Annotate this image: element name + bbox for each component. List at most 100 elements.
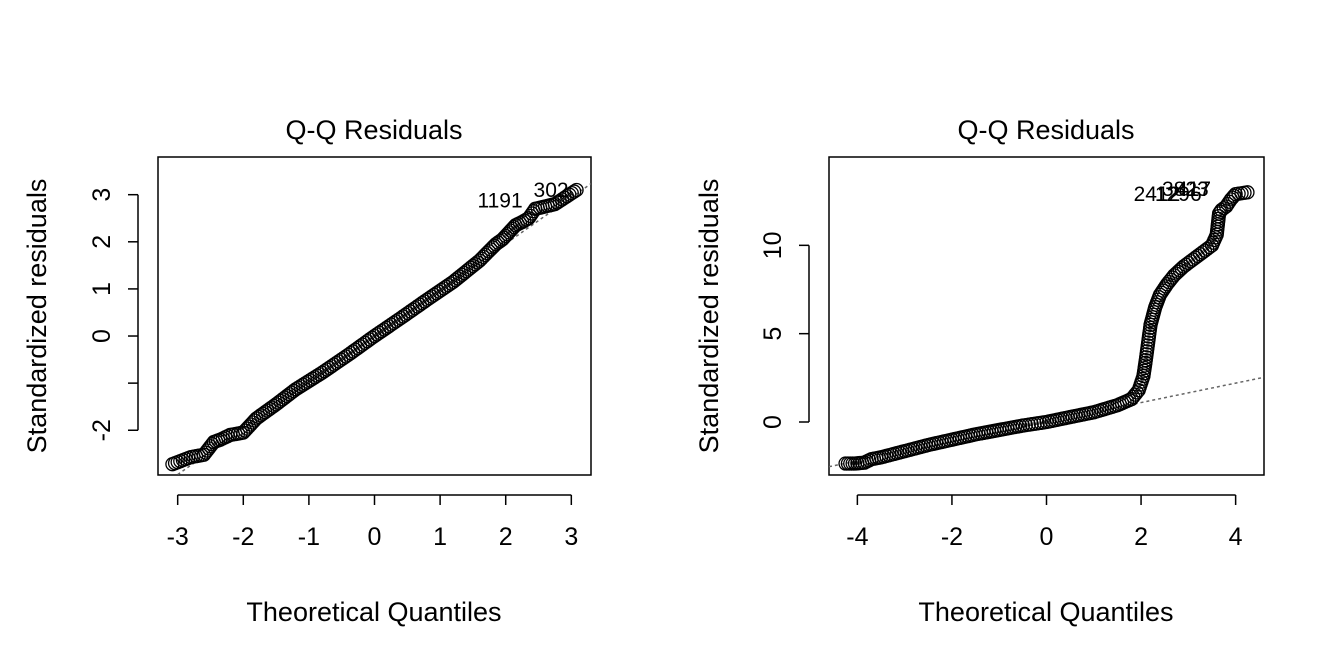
point-label: 417 — [1176, 178, 1211, 201]
data-point — [376, 322, 392, 337]
data-point — [521, 211, 536, 226]
point-label: 1296 — [1155, 183, 1202, 206]
data-point — [1176, 259, 1191, 274]
data-point — [343, 346, 358, 361]
data-point — [333, 352, 349, 367]
y-tick-label: 0 — [88, 329, 116, 343]
data-point — [476, 249, 491, 265]
data-point — [362, 332, 377, 347]
data-point — [472, 253, 487, 268]
y-tick-label: 5 — [759, 327, 787, 341]
y-tick-label: 0 — [759, 415, 787, 429]
data-point — [403, 304, 418, 319]
y-tick-label: -2 — [88, 419, 116, 441]
x-tick-label: -2 — [941, 523, 963, 551]
point-label: 2412 — [1134, 183, 1181, 206]
data-points — [165, 182, 584, 472]
data-point — [410, 299, 425, 314]
data-point — [1195, 245, 1210, 260]
y-axis-label: Standardized residuals — [22, 179, 52, 454]
data-point — [436, 281, 451, 296]
data-point — [1240, 185, 1255, 200]
data-point — [429, 286, 444, 301]
data-point — [355, 337, 370, 352]
data-point — [1165, 270, 1180, 285]
data-points — [838, 185, 1255, 471]
x-tick-label: 2 — [1134, 523, 1148, 551]
data-point — [350, 340, 365, 356]
x-tick-label: 4 — [1229, 523, 1243, 551]
y-tick-label: 2 — [88, 235, 116, 249]
data-point — [322, 360, 337, 376]
x-tick-label: -3 — [167, 523, 189, 551]
data-point — [398, 307, 413, 322]
x-tick-label: -2 — [232, 523, 254, 551]
data-point — [360, 334, 375, 349]
data-point — [434, 282, 449, 298]
x-tick-label: -4 — [846, 523, 868, 551]
data-point — [474, 251, 489, 266]
y-axis-label: Standardized residuals — [694, 179, 724, 454]
data-point — [1193, 247, 1208, 262]
x-tick-label: 2 — [499, 523, 513, 551]
data-point — [1185, 252, 1201, 267]
data-point — [393, 310, 408, 326]
data-point — [477, 247, 493, 263]
data-point — [1197, 243, 1213, 258]
data-point — [357, 335, 373, 351]
data-point — [367, 328, 382, 344]
plot-frame — [157, 156, 592, 476]
data-point — [1190, 248, 1205, 264]
x-tick-label: 3 — [564, 523, 578, 551]
data-point — [419, 292, 435, 307]
point-label: 1191 — [477, 189, 522, 212]
data-point — [415, 295, 430, 311]
chart-title: Q-Q Residuals — [957, 115, 1134, 145]
data-point — [1188, 250, 1203, 265]
chart-title: Q-Q Residuals — [285, 115, 462, 145]
data-point — [1178, 257, 1194, 272]
x-tick-label: 1 — [433, 523, 447, 551]
data-point — [417, 294, 432, 309]
data-point — [438, 279, 454, 294]
y-tick-label: 1 — [88, 282, 116, 296]
data-point — [1181, 255, 1196, 271]
data-point — [353, 339, 368, 354]
data-point — [326, 357, 342, 372]
y-tick-label: 10 — [759, 231, 787, 259]
data-point — [386, 315, 401, 331]
data-point — [374, 323, 389, 339]
point-label: 3823 — [1162, 178, 1209, 201]
data-point — [395, 309, 411, 324]
data-point — [1170, 264, 1186, 279]
y-tick-label: 3 — [88, 188, 116, 202]
data-point — [426, 287, 442, 303]
x-axis-label: Theoretical Quantiles — [918, 597, 1173, 627]
x-tick-label: 0 — [368, 523, 382, 551]
data-point — [345, 344, 361, 359]
data-point — [329, 355, 344, 371]
x-axis-label: Theoretical Quantiles — [246, 597, 501, 627]
data-point — [369, 327, 385, 342]
data-point — [431, 284, 447, 299]
data-point — [412, 297, 427, 312]
data-point — [400, 305, 416, 321]
data-point — [405, 302, 420, 317]
data-point — [338, 349, 354, 364]
qq-panel-right: Q-Q Residuals Theoretical Quantiles Stan… — [694, 115, 1265, 627]
data-point — [384, 317, 399, 332]
point-label: 302 — [534, 179, 569, 202]
plot-frame — [828, 156, 1265, 476]
data-point — [348, 342, 363, 357]
data-point — [381, 319, 396, 334]
data-point — [567, 184, 582, 199]
data-point — [336, 350, 351, 366]
data-point — [317, 363, 332, 379]
data-point — [505, 221, 520, 236]
data-point — [424, 289, 439, 304]
data-point — [324, 359, 339, 374]
data-point — [331, 354, 346, 369]
data-point — [523, 208, 538, 224]
data-point — [479, 245, 495, 261]
